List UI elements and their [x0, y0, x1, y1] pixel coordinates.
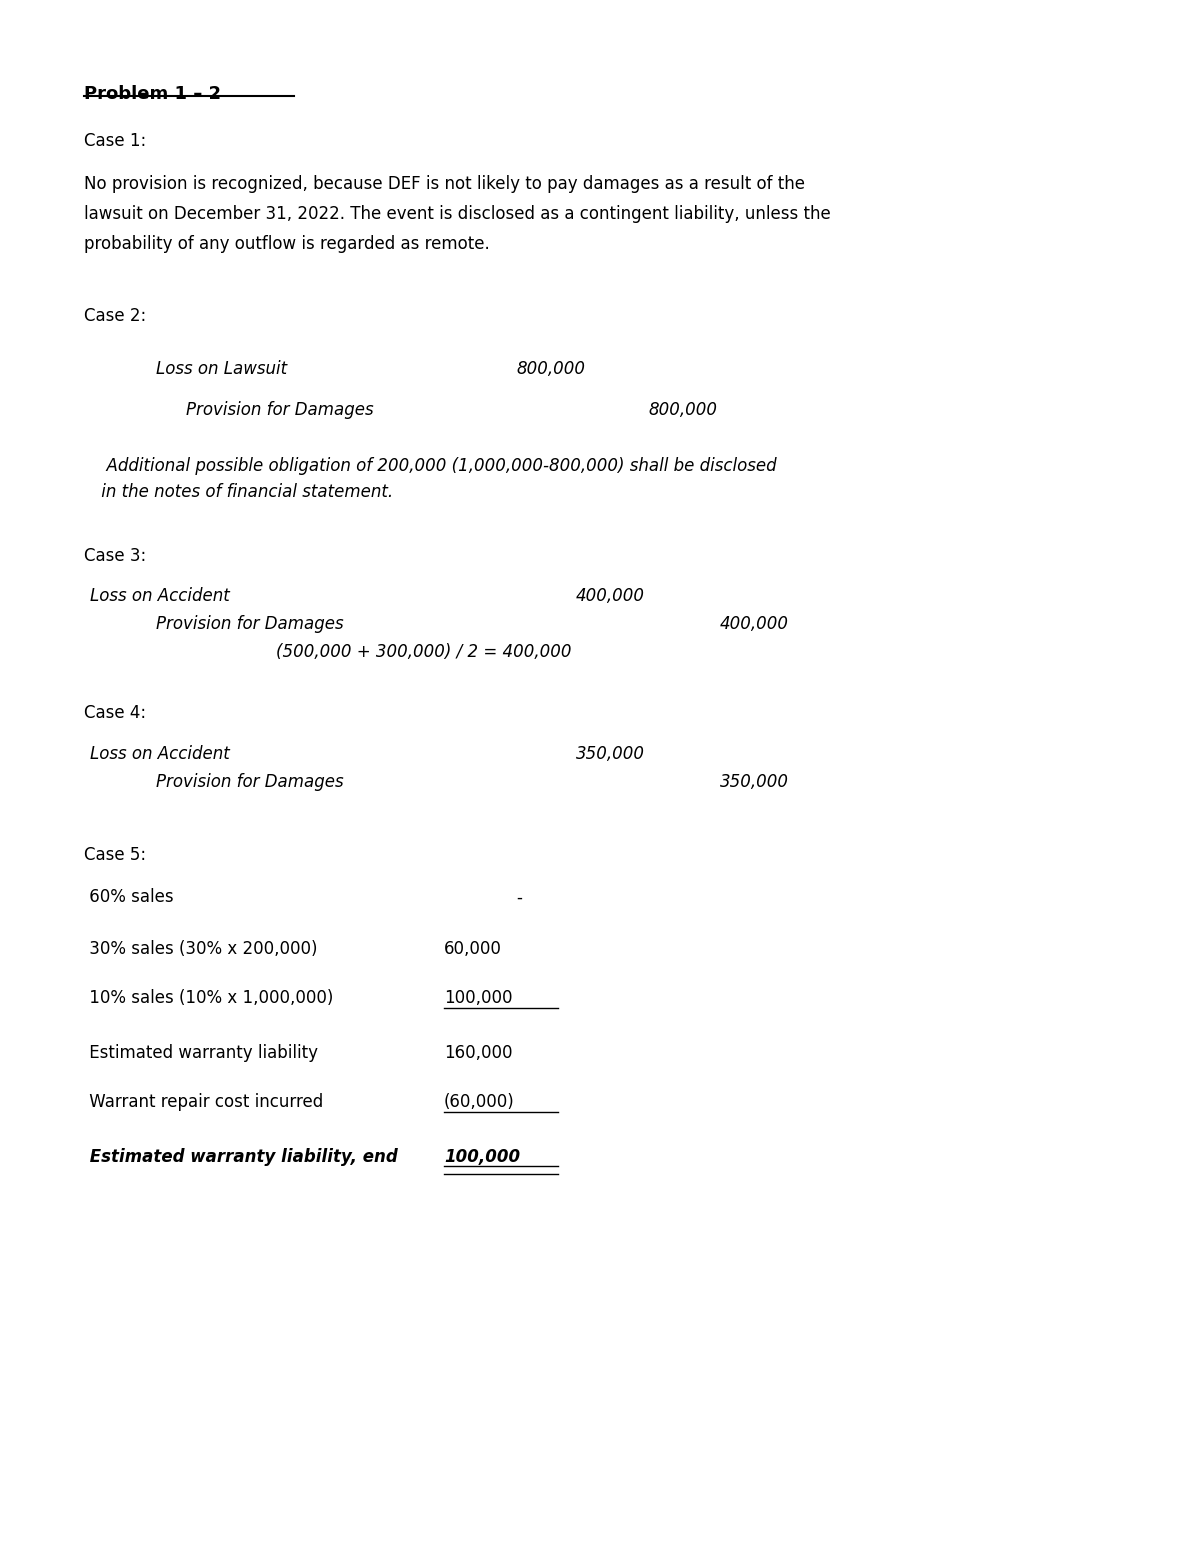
Text: 30% sales (30% x 200,000): 30% sales (30% x 200,000): [84, 940, 318, 958]
Text: Provision for Damages: Provision for Damages: [156, 615, 343, 634]
Text: 800,000: 800,000: [648, 401, 718, 419]
Text: 160,000: 160,000: [444, 1044, 512, 1062]
Text: (60,000): (60,000): [444, 1093, 515, 1112]
Text: Estimated warranty liability: Estimated warranty liability: [84, 1044, 318, 1062]
Text: -: -: [516, 888, 522, 907]
Text: Problem 1 – 2: Problem 1 – 2: [84, 85, 221, 104]
Text: Case 2:: Case 2:: [84, 307, 146, 326]
Text: 100,000: 100,000: [444, 989, 512, 1008]
Text: Estimated warranty liability, end: Estimated warranty liability, end: [84, 1148, 397, 1166]
Text: 60,000: 60,000: [444, 940, 502, 958]
Text: in the notes of financial statement.: in the notes of financial statement.: [96, 483, 394, 502]
Text: Loss on Accident: Loss on Accident: [90, 745, 229, 764]
Text: Case 3:: Case 3:: [84, 547, 146, 565]
Text: Loss on Accident: Loss on Accident: [90, 587, 229, 606]
Text: 100,000: 100,000: [444, 1148, 520, 1166]
Text: Loss on Lawsuit: Loss on Lawsuit: [156, 360, 287, 379]
Text: 60% sales: 60% sales: [84, 888, 174, 907]
Text: 400,000: 400,000: [576, 587, 646, 606]
Text: 350,000: 350,000: [576, 745, 646, 764]
Text: 400,000: 400,000: [720, 615, 790, 634]
Text: 10% sales (10% x 1,000,000): 10% sales (10% x 1,000,000): [84, 989, 334, 1008]
Text: Case 5:: Case 5:: [84, 846, 146, 865]
Text: Warrant repair cost incurred: Warrant repair cost incurred: [84, 1093, 323, 1112]
Text: Case 4:: Case 4:: [84, 704, 146, 722]
Text: Additional possible obligation of 200,000 (1,000,000-800,000) shall be disclosed: Additional possible obligation of 200,00…: [96, 457, 776, 475]
Text: lawsuit on December 31, 2022. The event is disclosed as a contingent liability, : lawsuit on December 31, 2022. The event …: [84, 205, 830, 224]
Text: 350,000: 350,000: [720, 773, 790, 792]
Text: (500,000 + 300,000) / 2 = 400,000: (500,000 + 300,000) / 2 = 400,000: [276, 643, 571, 662]
Text: No provision is recognized, because DEF is not likely to pay damages as a result: No provision is recognized, because DEF …: [84, 175, 805, 194]
Text: Case 1:: Case 1:: [84, 132, 146, 151]
Text: 800,000: 800,000: [516, 360, 586, 379]
Text: Provision for Damages: Provision for Damages: [186, 401, 373, 419]
Text: probability of any outflow is regarded as remote.: probability of any outflow is regarded a…: [84, 235, 490, 253]
Text: Provision for Damages: Provision for Damages: [156, 773, 343, 792]
